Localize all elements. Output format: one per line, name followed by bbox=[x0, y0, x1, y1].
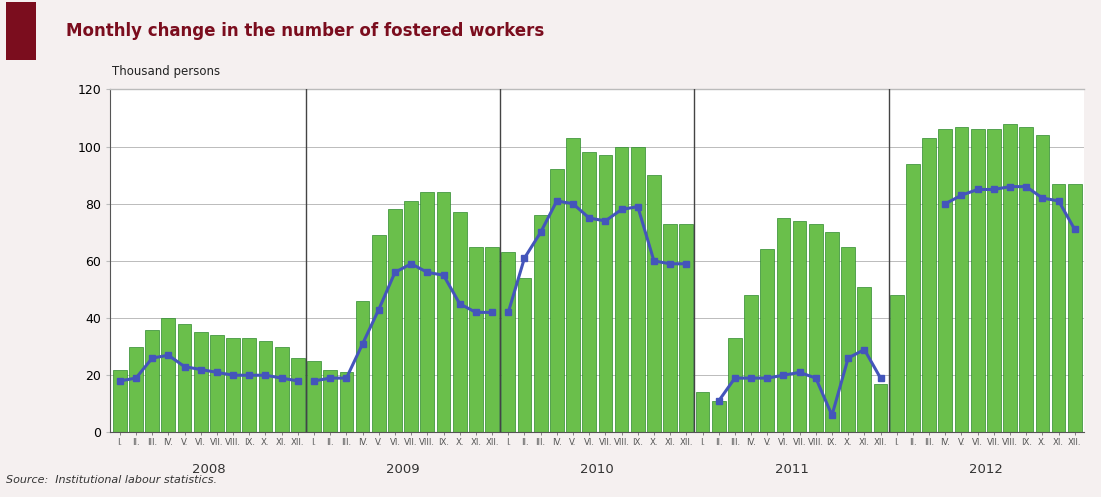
Bar bbox=[194, 332, 208, 432]
Bar bbox=[938, 130, 952, 432]
Bar bbox=[841, 247, 855, 432]
Bar bbox=[372, 235, 385, 432]
Text: 2012: 2012 bbox=[969, 463, 1003, 476]
Bar bbox=[793, 221, 807, 432]
Bar bbox=[226, 338, 240, 432]
Bar bbox=[1051, 184, 1066, 432]
Bar bbox=[825, 233, 839, 432]
Bar bbox=[744, 295, 757, 432]
Bar bbox=[145, 330, 159, 432]
Text: 2008: 2008 bbox=[192, 463, 226, 476]
Bar bbox=[291, 358, 305, 432]
Bar bbox=[906, 164, 919, 432]
Bar bbox=[923, 138, 936, 432]
Bar bbox=[242, 338, 257, 432]
Bar bbox=[162, 318, 175, 432]
Bar bbox=[971, 130, 984, 432]
Bar bbox=[599, 155, 612, 432]
Bar bbox=[663, 224, 677, 432]
Bar bbox=[955, 127, 969, 432]
Bar bbox=[566, 138, 580, 432]
Bar bbox=[728, 338, 742, 432]
Bar bbox=[324, 370, 337, 432]
Text: 2010: 2010 bbox=[580, 463, 614, 476]
Bar bbox=[307, 361, 320, 432]
Bar bbox=[486, 247, 499, 432]
Bar bbox=[614, 147, 629, 432]
Bar bbox=[696, 393, 709, 432]
Bar bbox=[986, 130, 1001, 432]
Bar bbox=[129, 347, 143, 432]
Text: Thousand persons: Thousand persons bbox=[111, 65, 220, 78]
Bar bbox=[761, 249, 774, 432]
Bar bbox=[1036, 135, 1049, 432]
Bar bbox=[388, 210, 402, 432]
Bar bbox=[437, 192, 450, 432]
Bar bbox=[679, 224, 694, 432]
Bar bbox=[549, 169, 564, 432]
Bar bbox=[712, 401, 726, 432]
Bar bbox=[339, 372, 353, 432]
Bar bbox=[517, 278, 532, 432]
Bar bbox=[890, 295, 904, 432]
Bar bbox=[113, 370, 127, 432]
Text: Monthly change in the number of fostered workers: Monthly change in the number of fostered… bbox=[66, 22, 544, 40]
Bar bbox=[259, 341, 272, 432]
Text: 2011: 2011 bbox=[775, 463, 808, 476]
Bar bbox=[631, 147, 645, 432]
Bar bbox=[1003, 124, 1017, 432]
Text: Source:  Institutional labour statistics.: Source: Institutional labour statistics. bbox=[6, 475, 217, 485]
Bar bbox=[1020, 127, 1033, 432]
Bar bbox=[421, 192, 434, 432]
Bar bbox=[453, 212, 467, 432]
Bar bbox=[469, 247, 482, 432]
Bar bbox=[776, 218, 791, 432]
Bar bbox=[356, 301, 370, 432]
Bar bbox=[404, 201, 418, 432]
Bar bbox=[858, 287, 871, 432]
Bar bbox=[874, 384, 887, 432]
Bar bbox=[210, 335, 224, 432]
Bar bbox=[177, 324, 192, 432]
Text: 2009: 2009 bbox=[386, 463, 419, 476]
Bar bbox=[582, 152, 596, 432]
Bar bbox=[809, 224, 822, 432]
Bar bbox=[275, 347, 288, 432]
Bar bbox=[501, 252, 515, 432]
Bar bbox=[534, 215, 547, 432]
Bar bbox=[1068, 184, 1081, 432]
Bar bbox=[647, 175, 661, 432]
